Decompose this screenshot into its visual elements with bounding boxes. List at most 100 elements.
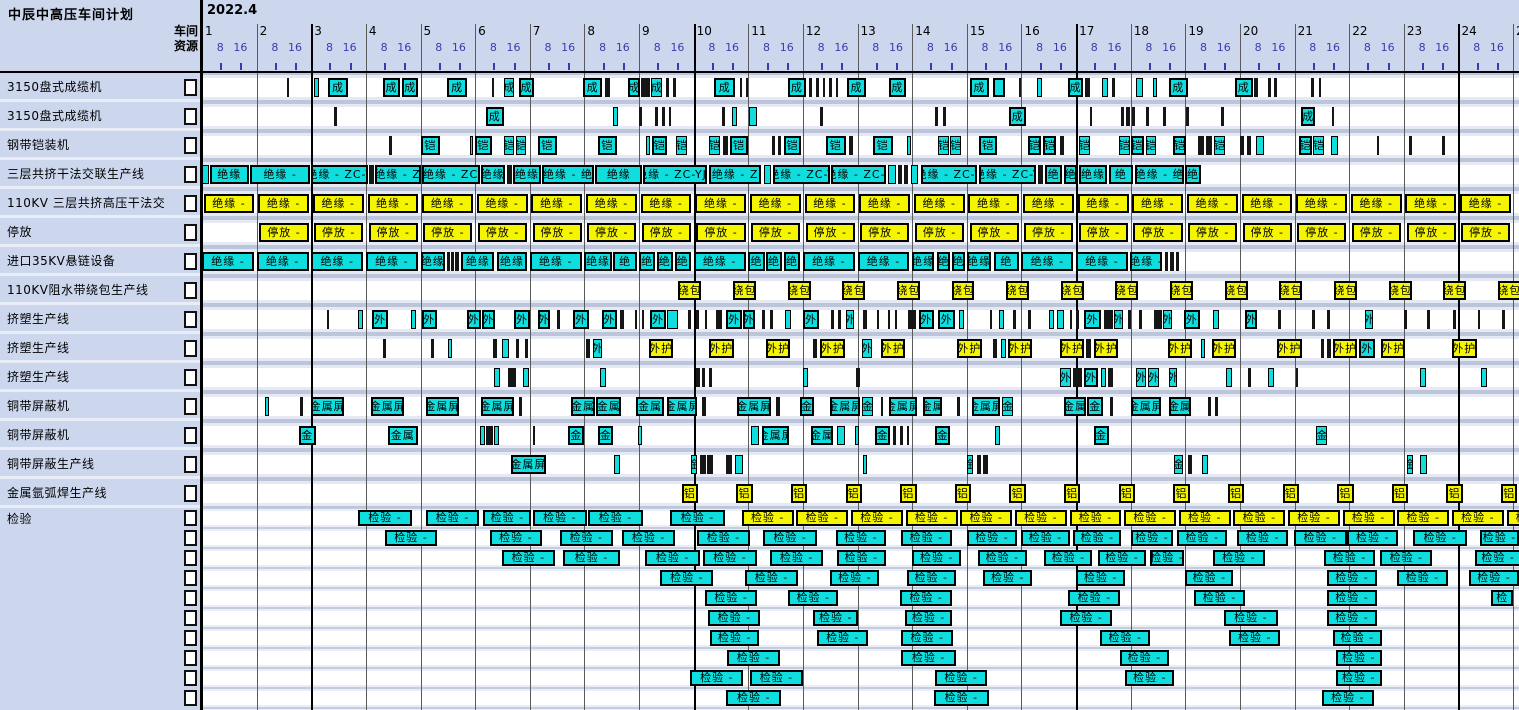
- gantt-task-bar[interactable]: 绝缘 -: [311, 252, 364, 271]
- gantt-tick-bar[interactable]: [1318, 78, 1322, 97]
- gantt-task-bar[interactable]: 铠: [1043, 136, 1057, 155]
- gantt-tick-bar[interactable]: [993, 339, 998, 358]
- gantt-task-bar[interactable]: 外护: [1167, 339, 1193, 358]
- gantt-task-bar[interactable]: 检验 -: [788, 590, 839, 606]
- gantt-task-bar[interactable]: [887, 165, 897, 184]
- gantt-tick-bar[interactable]: [1163, 107, 1167, 126]
- resource-checkbox[interactable]: [184, 137, 197, 154]
- gantt-tick-bar[interactable]: [942, 107, 946, 126]
- gantt-task-bar[interactable]: 外护: [1451, 339, 1477, 358]
- gantt-task-bar[interactable]: 检验 -: [1347, 530, 1399, 546]
- resource-row[interactable]: 三层共挤干法交联生产线: [0, 160, 202, 189]
- gantt-task-bar[interactable]: 铝: [1009, 484, 1026, 503]
- gantt-task-bar[interactable]: 绝缘 -: [1241, 194, 1293, 213]
- gantt-task-bar[interactable]: 检验 -: [1124, 510, 1177, 526]
- gantt-tick-bar[interactable]: [1146, 107, 1149, 126]
- gantt-task-bar[interactable]: 绕包: [1006, 281, 1030, 300]
- gantt-task-bar[interactable]: 绝缘 - Z: [708, 165, 762, 184]
- gantt-task-bar[interactable]: 检验 -: [1223, 610, 1279, 626]
- gantt-task-bar[interactable]: 检验 -: [726, 690, 782, 706]
- gantt-task-bar[interactable]: 检验 -: [817, 630, 869, 646]
- gantt-task-bar[interactable]: 检验 -: [385, 530, 437, 546]
- gantt-task-bar[interactable]: 绝缘 -: [1077, 194, 1129, 213]
- gantt-task-bar[interactable]: 外护: [1059, 339, 1085, 358]
- gantt-task-bar[interactable]: 绝: [1064, 165, 1078, 184]
- gantt-tick-bar[interactable]: [1112, 78, 1115, 97]
- gantt-task-bar[interactable]: 绝缘: [480, 165, 505, 184]
- gantt-task-bar[interactable]: [1102, 78, 1108, 97]
- gantt-tick-bar[interactable]: [822, 78, 826, 97]
- gantt-task-bar[interactable]: 检验 -: [710, 630, 760, 646]
- gantt-task-bar[interactable]: 铝: [790, 484, 808, 503]
- gantt-task-bar[interactable]: 成: [383, 78, 400, 97]
- gantt-task-bar[interactable]: 检验 -: [1451, 510, 1504, 526]
- gantt-task-bar[interactable]: 铠: [978, 136, 998, 155]
- gantt-task-bar[interactable]: 铝: [1446, 484, 1463, 503]
- gantt-task-bar[interactable]: 绝缘 -: [365, 252, 418, 271]
- resource-row[interactable]: [0, 548, 202, 568]
- gantt-task-bar[interactable]: 金属: [596, 397, 621, 416]
- gantt-task-bar[interactable]: 铠: [1118, 136, 1130, 155]
- gantt-task-bar[interactable]: 绝缘 -: [1076, 252, 1128, 271]
- gantt-task-bar[interactable]: [637, 426, 643, 445]
- gantt-task-bar[interactable]: 绕包: [1279, 281, 1303, 300]
- gantt-task-bar[interactable]: 绝: [994, 252, 1019, 271]
- gantt-task-bar[interactable]: 停放 -: [641, 223, 691, 242]
- gantt-task-bar[interactable]: 绝缘 -: [203, 194, 255, 213]
- gantt-task-bar[interactable]: 金: [1174, 455, 1183, 474]
- gantt-tick-bar[interactable]: [900, 426, 903, 445]
- resource-checkbox[interactable]: [184, 369, 197, 386]
- gantt-tick-bar[interactable]: [532, 426, 536, 445]
- gantt-tick-bar[interactable]: [1059, 136, 1064, 155]
- gantt-task-bar[interactable]: [958, 310, 965, 329]
- gantt-task-bar[interactable]: 铠: [515, 136, 527, 155]
- gantt-tick-bar[interactable]: [666, 78, 670, 97]
- gantt-tick-bar[interactable]: [739, 78, 743, 97]
- gantt-tick-bar[interactable]: [700, 455, 706, 474]
- gantt-task-bar[interactable]: 外: [802, 310, 820, 329]
- resource-row[interactable]: 110KV 三层共挤高压干法交: [0, 189, 202, 218]
- gantt-task-bar[interactable]: 绕包: [1333, 281, 1357, 300]
- gantt-task-bar[interactable]: [1036, 78, 1043, 97]
- gantt-task-bar[interactable]: 铠: [1028, 136, 1042, 155]
- gantt-tick-bar[interactable]: [506, 165, 513, 184]
- gantt-task-bar[interactable]: 绝缘 -: [422, 194, 473, 213]
- resource-row[interactable]: [0, 688, 202, 708]
- gantt-task-bar[interactable]: 金属屏: [425, 397, 459, 416]
- gantt-task-bar[interactable]: 检验 -: [1073, 530, 1122, 546]
- gantt-task-bar[interactable]: 绝缘: [461, 252, 495, 271]
- gantt-tick-bar[interactable]: [829, 78, 832, 97]
- gantt-tick-bar[interactable]: [1069, 310, 1073, 329]
- gantt-tick-bar[interactable]: [1320, 339, 1325, 358]
- resource-row[interactable]: [0, 588, 202, 608]
- gantt-tick-bar[interactable]: [812, 339, 818, 358]
- gantt-tick-bar[interactable]: [326, 310, 330, 329]
- gantt-task-bar[interactable]: 外护: [880, 339, 906, 358]
- gantt-task-bar[interactable]: [836, 426, 845, 445]
- gantt-task-bar[interactable]: 铠: [938, 136, 949, 155]
- gantt-task-bar[interactable]: 绕包: [842, 281, 866, 300]
- gantt-task-bar[interactable]: 检验 -: [1068, 590, 1121, 606]
- gantt-task-bar[interactable]: 停放 -: [423, 223, 473, 242]
- gantt-task-bar[interactable]: 停放 -: [914, 223, 965, 242]
- gantt-task-bar[interactable]: 绕包: [896, 281, 920, 300]
- gantt-task-bar[interactable]: 绝: [748, 252, 765, 271]
- gantt-tick-bar[interactable]: [820, 107, 824, 126]
- gantt-tick-bar[interactable]: [1084, 78, 1091, 97]
- resource-checkbox[interactable]: [184, 650, 197, 666]
- gantt-task-bar[interactable]: 成: [846, 78, 867, 97]
- gantt-task-bar[interactable]: 金属: [1168, 397, 1191, 416]
- gantt-task-bar[interactable]: 外: [466, 310, 481, 329]
- gantt-task-bar[interactable]: [1256, 136, 1264, 155]
- gantt-tick-bar[interactable]: [1164, 252, 1169, 271]
- gantt-task-bar[interactable]: 检验 -: [1125, 670, 1175, 686]
- gantt-tick-bar[interactable]: [639, 107, 642, 126]
- gantt-task-bar[interactable]: 绝缘 - 绝: [541, 165, 595, 184]
- resource-checkbox[interactable]: [184, 427, 197, 444]
- gantt-tick-bar[interactable]: [1138, 310, 1142, 329]
- gantt-task-bar[interactable]: 绝: [1108, 165, 1133, 184]
- gantt-task-bar[interactable]: 外: [1136, 368, 1146, 387]
- gantt-task-bar[interactable]: 检验 -: [901, 630, 954, 646]
- resource-row[interactable]: [0, 568, 202, 588]
- resource-checkbox[interactable]: [184, 550, 197, 566]
